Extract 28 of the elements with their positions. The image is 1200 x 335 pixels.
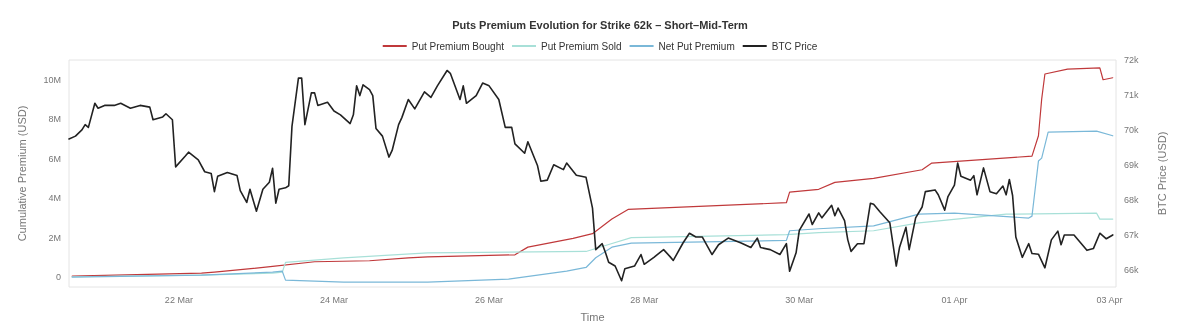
y-tick-label: 0 [55,272,61,283]
x-tick-label: 28 Mar [630,294,659,305]
y2-tick-label: 72k [1124,55,1140,65]
x-tick-label: 30 Mar [785,294,814,305]
y-tick-label: 4M [48,193,61,204]
legend-label: BTC Price [771,40,818,52]
y2-tick-label: 69k [1124,159,1140,170]
y2-tick-label: 66k [1124,264,1140,275]
legend-label: Put Premium Bought [411,40,505,52]
y-tick-label: 2M [48,232,61,243]
y-tick-label: 8M [48,114,61,125]
y-axis-title: Cumulative Premium (USD) [15,105,28,242]
legend-label: Net Put Premium [658,40,735,52]
x-tick-label: 22 Mar [164,294,193,305]
y2-axis-title: BTC Price (USD) [1155,131,1168,216]
y2-tick-label: 67k [1124,229,1140,240]
chart-title: Puts Premium Evolution for Strike 62k – Short–Mid-Term [452,18,749,31]
x-tick-label: 24 Mar [319,294,348,305]
y2-tick-label: 68k [1124,194,1140,205]
y-tick-label: 10M [43,74,61,85]
y2-tick-label: 70k [1124,124,1140,135]
y2-tick-label: 71k [1124,89,1140,100]
legend-label: Put Premium Sold [540,40,622,52]
x-axis-title: Time [580,310,605,323]
x-tick-label: 03 Apr [1096,294,1123,305]
x-tick-label: 01 Apr [941,294,968,305]
x-tick-label: 26 Mar [475,294,504,305]
y-tick-label: 6M [48,153,61,164]
